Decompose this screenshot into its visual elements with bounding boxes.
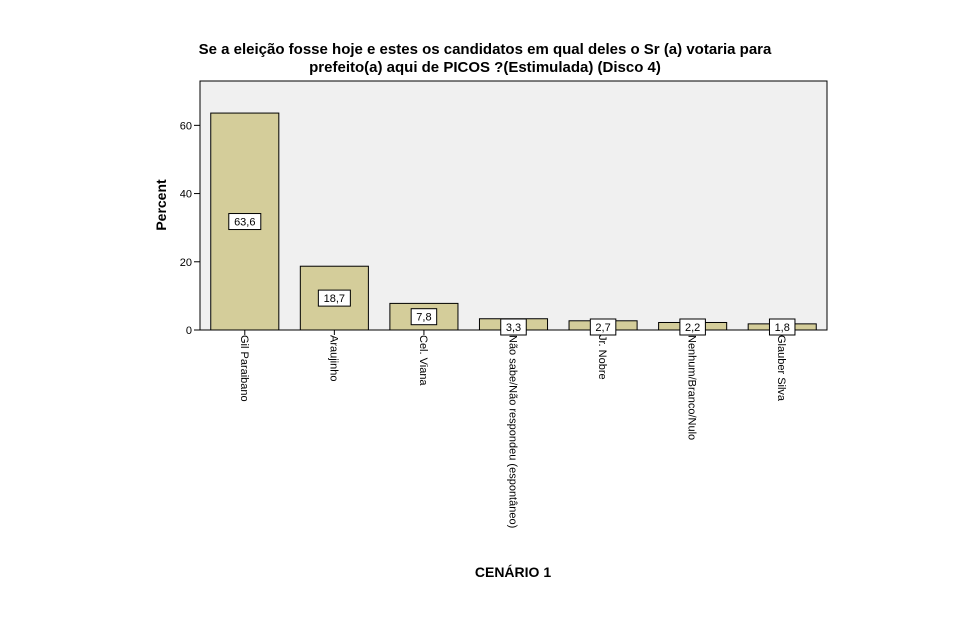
category-labels: Gil Paraibano Araujinho Cel. Viana Não sabe…	[238, 335, 787, 528]
data-label: 2,2	[685, 322, 700, 334]
y-tick-label: 60	[180, 120, 192, 132]
category-label: Nenhum/Branco/Nulo	[686, 335, 698, 440]
data-label: 3,3	[506, 322, 521, 334]
category-label: Jr. Nobre	[596, 335, 608, 380]
data-label: 1,8	[775, 322, 790, 334]
category-label: Não sabe/Não respondeu (espontâneo)	[507, 335, 519, 528]
bars-group: 63,6 18,7 7,8 3,3 2,7 2,2 1,8	[210, 112, 817, 336]
plot-area	[199, 80, 828, 331]
data-label-box	[410, 308, 438, 326]
category-label: Cel. Viana	[417, 335, 429, 386]
category-label: Araujinho	[327, 335, 339, 381]
chart-title-line-1: Se a eleição fosse hoje e estes os candi…	[199, 41, 772, 58]
data-label-box	[228, 213, 262, 231]
data-label: 7,8	[416, 312, 431, 324]
y-tick-label: 0	[186, 325, 192, 337]
chart-title-line-2: prefeito(a) aqui de PICOS ?(Estimulada) …	[309, 59, 661, 76]
y-axis: 0 20 40 60	[180, 120, 200, 337]
data-label: 18,7	[324, 293, 345, 305]
y-tick-label: 40	[180, 189, 192, 201]
data-label-box	[768, 318, 796, 336]
y-axis-label: Percent	[153, 179, 169, 231]
data-label-box	[589, 318, 617, 336]
data-label-box	[317, 289, 351, 307]
category-label: Glauber Silva	[775, 335, 787, 402]
x-axis-label: CENÁRIO 1	[475, 564, 551, 580]
data-label-box	[500, 318, 527, 336]
data-label-box	[679, 318, 706, 336]
category-label: Gil Paraibano	[238, 335, 250, 402]
data-label: 63,6	[234, 217, 255, 229]
y-tick-label: 20	[180, 257, 192, 269]
data-label: 2,7	[595, 322, 610, 334]
